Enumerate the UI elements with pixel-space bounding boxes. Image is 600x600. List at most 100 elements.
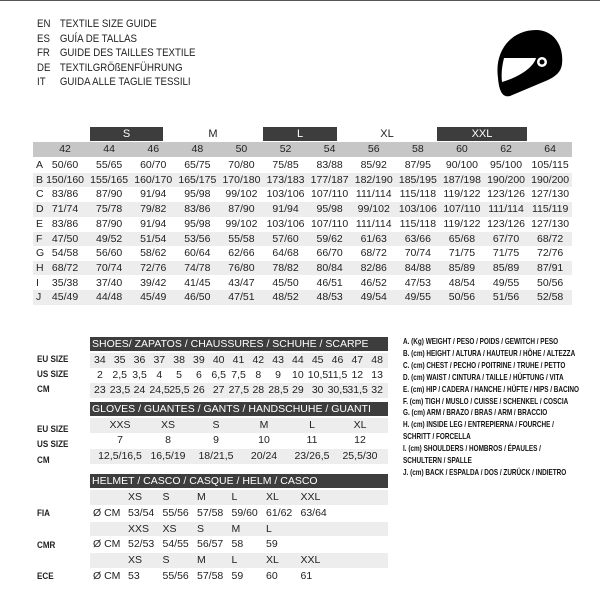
table-cell: 29 <box>292 384 304 396</box>
size-cell: XS <box>128 491 143 503</box>
table-cell: 31,5 <box>347 384 368 396</box>
table-cell: 111/114 <box>488 203 524 216</box>
table-row: XXS XS S M L XL <box>90 418 388 433</box>
table-cell: 107/110 <box>311 188 349 201</box>
table-row: F 47/50 49/52 51/54 53/56 55/58 57/60 59/62 61/6… <box>33 231 572 247</box>
table-cell: 28 <box>252 384 265 396</box>
title-text: TEXTILGRÖßENFÜHRUNG <box>59 61 183 74</box>
size-group-m: M <box>208 128 218 140</box>
table-cell: 82/86 <box>360 261 387 274</box>
table-cell: 62/66 <box>228 247 255 260</box>
table-cell: 11 <box>306 434 318 446</box>
table-cell: 39 <box>193 354 205 366</box>
table-cell: 37/40 <box>96 276 123 289</box>
table-row: A 50/60 55/65 60/70 65/75 70/80 75/85 83/88 85/9… <box>33 158 572 173</box>
row-label: US SIZE <box>37 439 69 450</box>
table-cell: 25,5/30 <box>342 450 378 462</box>
table-cell: 107/110 <box>311 217 349 230</box>
table-cell: 72/76 <box>537 247 564 260</box>
table-cell: 75/85 <box>272 159 299 171</box>
language-code: EN <box>37 18 51 30</box>
table-cell: 12,5/16,5 <box>98 450 142 462</box>
table-cell: 10 <box>292 369 304 381</box>
table-cell: 95/98 <box>184 188 211 201</box>
value-row: Ø CM 53/54 55/56 57/58 59/60 61/62 63/64 <box>90 506 388 521</box>
table-cell: 87/95 <box>404 159 431 171</box>
table-row: G 54/58 56/60 58/62 60/64 62/66 64/68 66/70 68/7… <box>33 246 572 261</box>
table-cell: 63/66 <box>404 232 431 245</box>
table-cell: 85/89 <box>492 261 520 274</box>
row-label: A <box>36 159 44 171</box>
table-cell: 53 <box>128 569 140 582</box>
table-cell: 78/82 <box>272 261 299 274</box>
table-cell: 56/60 <box>96 247 123 260</box>
language-code: ES <box>37 32 50 45</box>
table-cell: 57/60 <box>272 232 299 245</box>
table-cell: 87/90 <box>96 188 123 201</box>
table-cell: 70/74 <box>96 261 123 274</box>
table-row: 2 2,5 3,5 4 5 6 6,5 7,5 8 9 10 10,5 11,5 12 13 <box>90 368 388 383</box>
table-cell: 99/102 <box>225 217 258 230</box>
title-line: ES GUÍA DE TALLAS <box>37 32 195 47</box>
table-cell: 47/53 <box>404 276 431 289</box>
value-row: Ø CM 52/53 54/55 56/57 58 59 <box>90 537 388 552</box>
table-cell: 38 <box>173 354 185 366</box>
table-cell: 160/170 <box>134 173 173 186</box>
table-cell: 76/80 <box>228 261 255 274</box>
size-cell: XXS <box>128 522 150 535</box>
size-cell: S <box>162 491 170 503</box>
table-cell: 45/49 <box>51 291 79 304</box>
table-cell: 87/90 <box>96 217 123 230</box>
table-cell: 57/58 <box>197 569 224 582</box>
table-cell: 63/64 <box>300 506 327 519</box>
table-row: 7 8 9 10 11 12 <box>90 433 388 448</box>
table-cell: 119/122 <box>443 217 481 230</box>
table-cell: 105/115 <box>531 159 569 171</box>
table-cell: 48/54 <box>448 276 476 289</box>
row-label: B <box>36 173 44 186</box>
table-row: C 83/86 87/90 91/94 95/98 99/102 103/106 107/11… <box>33 187 572 202</box>
table-cell: 59/62 <box>316 232 343 245</box>
table-cell: 16,5/19 <box>150 450 186 462</box>
table-cell: 23/26,5 <box>294 450 330 462</box>
table-cell: 65/75 <box>184 159 211 171</box>
table-cell: 9 <box>275 369 281 381</box>
table-cell: 55/56 <box>162 506 189 519</box>
table-cell: 53/56 <box>184 232 211 245</box>
row-label: E <box>36 217 44 230</box>
size-group-l: L <box>263 127 337 141</box>
table-cell: 185/195 <box>398 173 437 186</box>
title-text: GUÍA DE TALLAS <box>59 32 138 45</box>
table-cell: 46 <box>331 354 344 366</box>
table-cell: 95/100 <box>489 159 523 171</box>
table-cell: 54/55 <box>162 538 189 550</box>
table-row: 12,5/16,5 16,5/19 18/21,5 20/24 23/26,5 25,5/… <box>90 449 388 464</box>
table-cell: 12 <box>354 434 366 446</box>
table-cell: 103/106 <box>266 217 305 230</box>
table-row: I 35/38 37/40 39/42 41/45 43/47 45/50 46/51 46/5… <box>33 276 572 291</box>
table-row: 34 35 36 37 38 39 40 41 42 43 44 45 46 47 48 <box>90 353 388 368</box>
table-cell: 64/68 <box>272 247 299 260</box>
table-cell: 68/72 <box>51 261 79 274</box>
title-text: TEXTILE SIZE GUIDE <box>59 18 157 30</box>
table-cell: 13 <box>371 369 383 381</box>
table-cell: 87/90 <box>228 203 255 216</box>
legend-line: A. (Kg) WEIGHT / PESO / POIDS / GEWITCH … <box>403 337 559 346</box>
size-cell: XL <box>266 554 279 566</box>
table-cell: 90/100 <box>445 159 478 171</box>
column-header: 64 <box>544 143 556 155</box>
table-cell: 8 <box>255 369 262 381</box>
size-cell: S <box>197 522 205 535</box>
table-cell: 65/68 <box>448 232 476 245</box>
table-cell: 3,5 <box>132 369 147 381</box>
top-border <box>0 0 600 1</box>
table-cell: 43/47 <box>228 276 255 289</box>
value-row: Ø CM 53 55/56 57/58 59 60 61 <box>90 569 388 584</box>
table-cell: 52/53 <box>128 538 155 550</box>
row-label: D <box>36 203 44 216</box>
table-cell: XS <box>160 419 175 431</box>
table-cell: 27 <box>212 384 225 396</box>
table-cell: 6,5 <box>211 369 226 381</box>
table-cell: 43 <box>272 354 284 366</box>
table-cell: 79/82 <box>140 203 167 216</box>
